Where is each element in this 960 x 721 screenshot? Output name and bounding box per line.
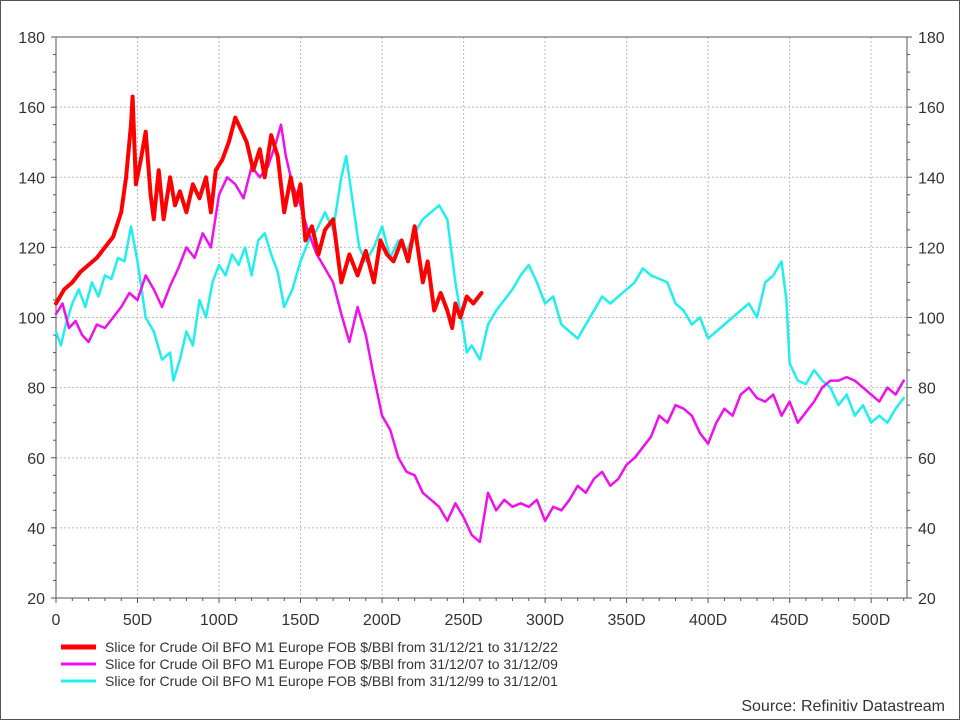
source-label: Source: Refinitiv Datastream [741,698,945,715]
y-tick-label-left: 160 [18,100,45,117]
y-tick-label-left: 20 [27,591,45,608]
x-tick-label: 0 [52,612,61,629]
y-tick-label-right: 80 [918,381,936,398]
x-tick-label: 300D [526,612,564,629]
axes: 20 20 40 40 60 60 80 80 100 100 120 120 140 140 160 160… [18,30,945,629]
legend-label-1: Slice for Crude Oil BFO M1 Europe FOB $/… [105,639,558,655]
x-tick-label: 200D [363,612,401,629]
legend-label-2: Slice for Crude Oil BFO M1 Europe FOB $/… [105,656,558,672]
y-tick-label-right: 140 [918,170,945,187]
y-tick-label-left: 40 [27,521,45,538]
y-tick-label-right: 60 [918,451,936,468]
grid [56,37,907,598]
y-tick-label-left: 180 [18,30,45,47]
y-tick-label-right: 180 [918,30,945,47]
y-tick-label-right: 100 [918,311,945,328]
y-tick-label-right: 20 [918,591,936,608]
x-tick-label: 150D [281,612,319,629]
x-tick-label: 400D [689,612,727,629]
series-lines [54,94,905,544]
x-tick-label: 250D [444,612,482,629]
y-tick-label-right: 40 [918,521,936,538]
x-tick-label: 450D [770,612,808,629]
series-line-2 [54,123,905,544]
y-tick-label-right: 120 [918,240,945,257]
legend-label-3: Slice for Crude Oil BFO M1 Europe FOB $/… [105,673,558,689]
y-tick-label-right: 160 [918,100,945,117]
y-tick-label-left: 100 [18,311,45,328]
y-tick-label-left: 140 [18,170,45,187]
series-line-3 [54,154,905,424]
y-tick-label-left: 120 [18,240,45,257]
y-tick-label-left: 80 [27,381,45,398]
series-line-1 [54,94,484,330]
x-tick-label: 100D [200,612,238,629]
y-tick-label-left: 60 [27,451,45,468]
x-tick-label: 350D [607,612,645,629]
x-tick-label: 50D [123,612,152,629]
x-tick-label: 500D [852,612,890,629]
legend: Slice for Crude Oil BFO M1 Europe FOB $/… [61,639,558,689]
